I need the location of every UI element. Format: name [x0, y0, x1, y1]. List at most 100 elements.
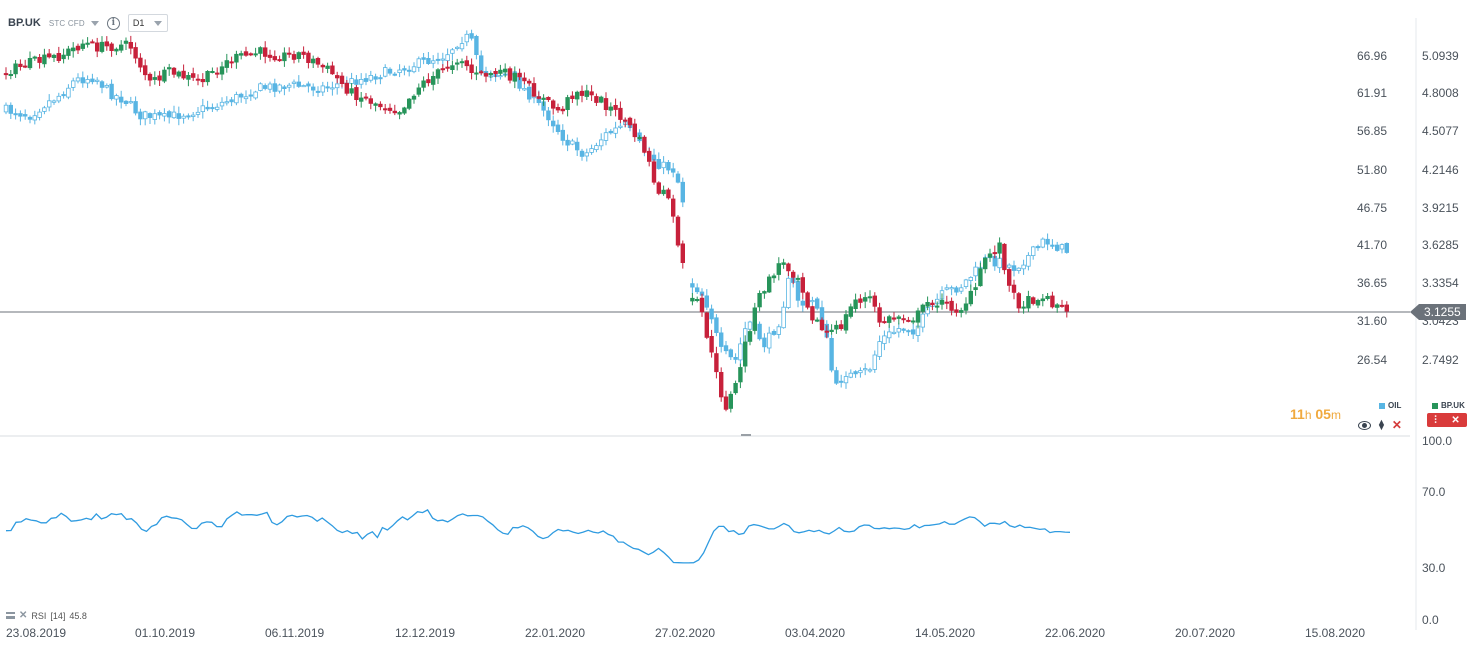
- bp-candle: [109, 42, 114, 57]
- info-icon[interactable]: i: [106, 16, 120, 30]
- eye-icon[interactable]: [1358, 420, 1371, 430]
- symbol-label[interactable]: BP.UK: [8, 17, 41, 29]
- bp-candle: [123, 37, 129, 50]
- bp-candle: [238, 50, 244, 60]
- oil-candle: [589, 144, 594, 155]
- legend-oil[interactable]: OIL: [1379, 401, 1401, 410]
- oil-candle: [757, 321, 762, 341]
- bp-candle: [767, 274, 772, 293]
- oil-candle: [267, 81, 273, 93]
- oil-candle: [315, 86, 321, 97]
- legend-bp[interactable]: BP.UK: [1432, 401, 1465, 410]
- instrument-type: STC CFD: [48, 18, 85, 28]
- oil-candle: [162, 108, 167, 122]
- bp-candle: [104, 36, 109, 51]
- bp-candle: [623, 117, 628, 127]
- bp-candle: [224, 53, 229, 73]
- oil-candle: [282, 85, 287, 96]
- timeframe-select[interactable]: D1: [127, 14, 169, 32]
- bp-candle: [277, 55, 282, 62]
- close-icon[interactable]: ✕: [19, 610, 28, 621]
- oil-candle: [1021, 259, 1026, 275]
- oil-candle: [613, 121, 618, 139]
- bp-candle: [382, 104, 388, 114]
- bp-candle: [877, 302, 882, 327]
- oil-candle: [47, 94, 52, 112]
- bp-candle: [75, 43, 81, 54]
- bp-candle: [18, 59, 23, 71]
- oil-candle: [248, 89, 253, 101]
- oil-candle: [411, 62, 417, 74]
- oil-candle: [142, 110, 148, 126]
- bp-candle: [791, 270, 796, 285]
- bp-candle: [42, 48, 47, 68]
- oil-candle: [695, 283, 700, 294]
- bp-candle: [546, 96, 551, 102]
- close-icon[interactable]: ✕: [1391, 418, 1402, 432]
- y-right-tick: 4.2146: [1422, 163, 1459, 177]
- oil-candle: [709, 304, 714, 324]
- bp-candle: [637, 135, 642, 140]
- x-date-tick: 01.10.2019: [135, 626, 195, 640]
- legend-bp-label: BP.UK: [1441, 401, 1465, 410]
- bp-candle: [1045, 293, 1050, 301]
- rsi-value: 45.8: [69, 610, 87, 621]
- oil-candle: [839, 374, 844, 388]
- bp-candle: [66, 45, 71, 60]
- bp-series-controls[interactable]: ⫶ ✕: [1427, 413, 1467, 427]
- oil-candle: [258, 82, 263, 92]
- bp-candle: [882, 316, 887, 324]
- oil-candle: [306, 81, 311, 93]
- oil-candle: [656, 152, 661, 170]
- bp-candle: [997, 237, 1002, 259]
- bp-candle: [1035, 298, 1041, 309]
- y-right-tick: 3.9215: [1422, 201, 1459, 215]
- bp-candle: [810, 305, 815, 324]
- bp-candle: [954, 303, 959, 317]
- bp-candle: [90, 39, 95, 44]
- oil-candle: [733, 353, 738, 364]
- bp-candle: [354, 85, 359, 106]
- bp-candle: [310, 55, 316, 68]
- bp-candle: [61, 48, 66, 64]
- x-date-tick: 15.08.2020: [1305, 626, 1365, 640]
- menu-icon[interactable]: [6, 612, 15, 619]
- oil-candle: [109, 79, 114, 101]
- oil-candle: [570, 138, 575, 146]
- bp-candle: [723, 390, 729, 412]
- bp-candle: [474, 66, 479, 81]
- price-tag-shape: [1410, 304, 1466, 320]
- close-icon[interactable]: ✕: [1451, 414, 1460, 426]
- bp-candle: [51, 53, 57, 62]
- rsi-tick: 0.0: [1422, 613, 1439, 627]
- oil-candle: [171, 105, 177, 119]
- oil-candle: [8, 102, 13, 119]
- oil-candle: [1059, 243, 1065, 254]
- bp-candle: [339, 72, 345, 88]
- oil-candle: [815, 296, 820, 311]
- bp-candle: [1031, 296, 1036, 306]
- bp-candle: [243, 46, 249, 57]
- bp-candle: [162, 66, 167, 84]
- bp-candle: [762, 290, 767, 299]
- bp-candle: [325, 62, 330, 74]
- plot-lines: [0, 18, 1417, 630]
- bp-candle: [363, 93, 369, 101]
- reorder-icon[interactable]: ▲ ▼: [1377, 417, 1386, 432]
- chevron-down-icon[interactable]: [90, 20, 99, 26]
- bp-candle: [119, 40, 124, 53]
- oil-candle: [128, 96, 133, 104]
- x-date-tick: 23.08.2019: [6, 626, 66, 640]
- bp-candle: [330, 61, 335, 75]
- oil-candle: [719, 327, 724, 353]
- y-left-tick: 26.54: [1357, 353, 1387, 367]
- bp-candle: [603, 92, 609, 117]
- x-date-tick: 27.02.2020: [655, 626, 715, 640]
- bp-candle: [939, 293, 945, 310]
- oil-candle: [397, 64, 402, 78]
- bp-candle: [214, 67, 220, 79]
- countdown-m: m: [1330, 408, 1341, 422]
- bp-candle: [527, 78, 532, 86]
- candle-type-icon[interactable]: ⫶: [1434, 414, 1437, 426]
